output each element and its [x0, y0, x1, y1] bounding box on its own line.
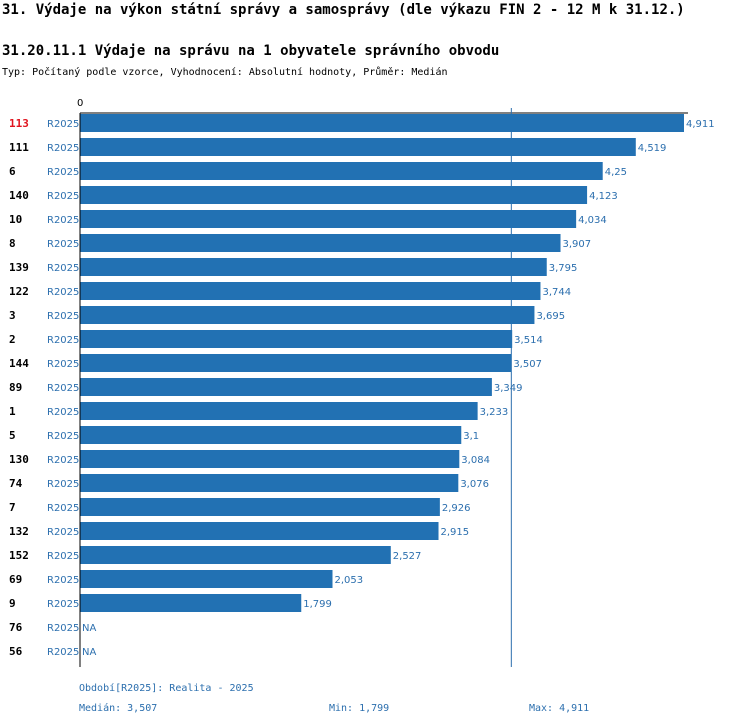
- value-label: 4,911: [686, 119, 715, 130]
- bar: [80, 402, 478, 420]
- period-label: R2025: [47, 479, 79, 490]
- value-label: 3,514: [514, 335, 543, 346]
- value-label: 2,926: [442, 503, 471, 514]
- category-label: 10: [9, 213, 22, 226]
- period-label: R2025: [47, 359, 79, 370]
- period-label: R2025: [47, 191, 79, 202]
- value-label: NA: [82, 647, 96, 658]
- period-label: R2025: [47, 599, 79, 610]
- axis-zero-label: 0: [77, 98, 83, 109]
- value-label: NA: [82, 623, 96, 634]
- category-label: 144: [9, 357, 29, 370]
- category-label: 69: [9, 573, 22, 586]
- value-label: 4,123: [589, 191, 618, 202]
- category-label: 140: [9, 189, 29, 202]
- value-label: 3,507: [513, 359, 542, 370]
- category-label: 89: [9, 381, 22, 394]
- period-label: R2025: [47, 455, 79, 466]
- bar: [80, 162, 603, 180]
- value-label: 3,1: [463, 431, 479, 442]
- value-label: 4,519: [638, 143, 667, 154]
- bar: [80, 354, 512, 372]
- category-label: 7: [9, 501, 16, 514]
- period-label: R2025: [47, 239, 79, 250]
- value-label: 4,25: [605, 167, 627, 178]
- period-label: R2025: [47, 503, 79, 514]
- value-label: 2,527: [393, 551, 422, 562]
- footer-median: Medián: 3,507: [79, 703, 158, 714]
- category-label: 3: [9, 309, 16, 322]
- category-label: 2: [9, 333, 16, 346]
- category-label: 122: [9, 285, 29, 298]
- value-label: 3,349: [494, 383, 523, 394]
- category-label: 56: [9, 645, 23, 658]
- bar: [80, 378, 492, 396]
- category-label: 8: [9, 237, 16, 250]
- period-label: R2025: [47, 647, 79, 658]
- bar: [80, 306, 535, 324]
- value-label: 3,233: [480, 407, 509, 418]
- period-label: R2025: [47, 167, 79, 178]
- value-label: 4,034: [578, 215, 607, 226]
- category-label: 139: [9, 261, 29, 274]
- footer-max: Max: 4,911: [529, 703, 590, 714]
- bar: [80, 282, 541, 300]
- category-label: 9: [9, 597, 16, 610]
- category-label: 74: [9, 477, 23, 490]
- value-label: 3,695: [536, 311, 565, 322]
- period-label: R2025: [47, 623, 79, 634]
- footer-period: Období[R2025]: Realita - 2025: [79, 683, 254, 694]
- period-label: R2025: [47, 575, 79, 586]
- value-label: 3,907: [563, 239, 592, 250]
- value-label: 2,915: [441, 527, 470, 538]
- category-label: 6: [9, 165, 16, 178]
- bar: [80, 522, 439, 540]
- period-label: R2025: [47, 431, 79, 442]
- period-label: R2025: [47, 287, 79, 298]
- bar: [80, 450, 460, 468]
- value-label: 3,084: [461, 455, 490, 466]
- period-label: R2025: [47, 551, 79, 562]
- chart-subtitle: 31.20.11.1 Výdaje na správu na 1 obyvate…: [2, 43, 500, 59]
- category-label: 76: [9, 621, 23, 634]
- chart-type-line: Typ: Počítaný podle vzorce, Vyhodnocení:…: [2, 67, 448, 78]
- category-label: 113: [9, 117, 29, 130]
- category-label: 5: [9, 429, 16, 442]
- bar: [80, 114, 684, 132]
- page-title: 31. Výdaje na výkon státní správy a samo…: [2, 2, 685, 18]
- category-label: 130: [9, 453, 29, 466]
- category-label: 132: [9, 525, 29, 538]
- bar: [80, 546, 391, 564]
- value-label: 1,799: [303, 599, 332, 610]
- value-label: 3,795: [549, 263, 578, 274]
- value-label: 3,744: [542, 287, 571, 298]
- bar: [80, 234, 561, 252]
- category-label: 152: [9, 549, 29, 562]
- period-label: R2025: [47, 407, 79, 418]
- bar: [80, 210, 577, 228]
- period-label: R2025: [47, 335, 79, 346]
- category-label: 111: [9, 141, 29, 154]
- bar: [80, 186, 588, 204]
- period-label: R2025: [47, 215, 79, 226]
- bar: [80, 474, 459, 492]
- bar: [80, 498, 440, 516]
- period-label: R2025: [47, 263, 79, 274]
- period-label: R2025: [47, 527, 79, 538]
- bar: [80, 594, 302, 612]
- period-label: R2025: [47, 311, 79, 322]
- bar: [80, 570, 333, 588]
- bar: [80, 258, 547, 276]
- bar: [80, 330, 513, 348]
- period-label: R2025: [47, 119, 79, 130]
- bar: [80, 138, 636, 156]
- value-label: 2,053: [334, 575, 363, 586]
- period-label: R2025: [47, 143, 79, 154]
- period-label: R2025: [47, 383, 79, 394]
- category-label: 1: [9, 405, 16, 418]
- footer-min: Min: 1,799: [329, 703, 390, 714]
- value-label: 3,076: [460, 479, 489, 490]
- bar: [80, 426, 462, 444]
